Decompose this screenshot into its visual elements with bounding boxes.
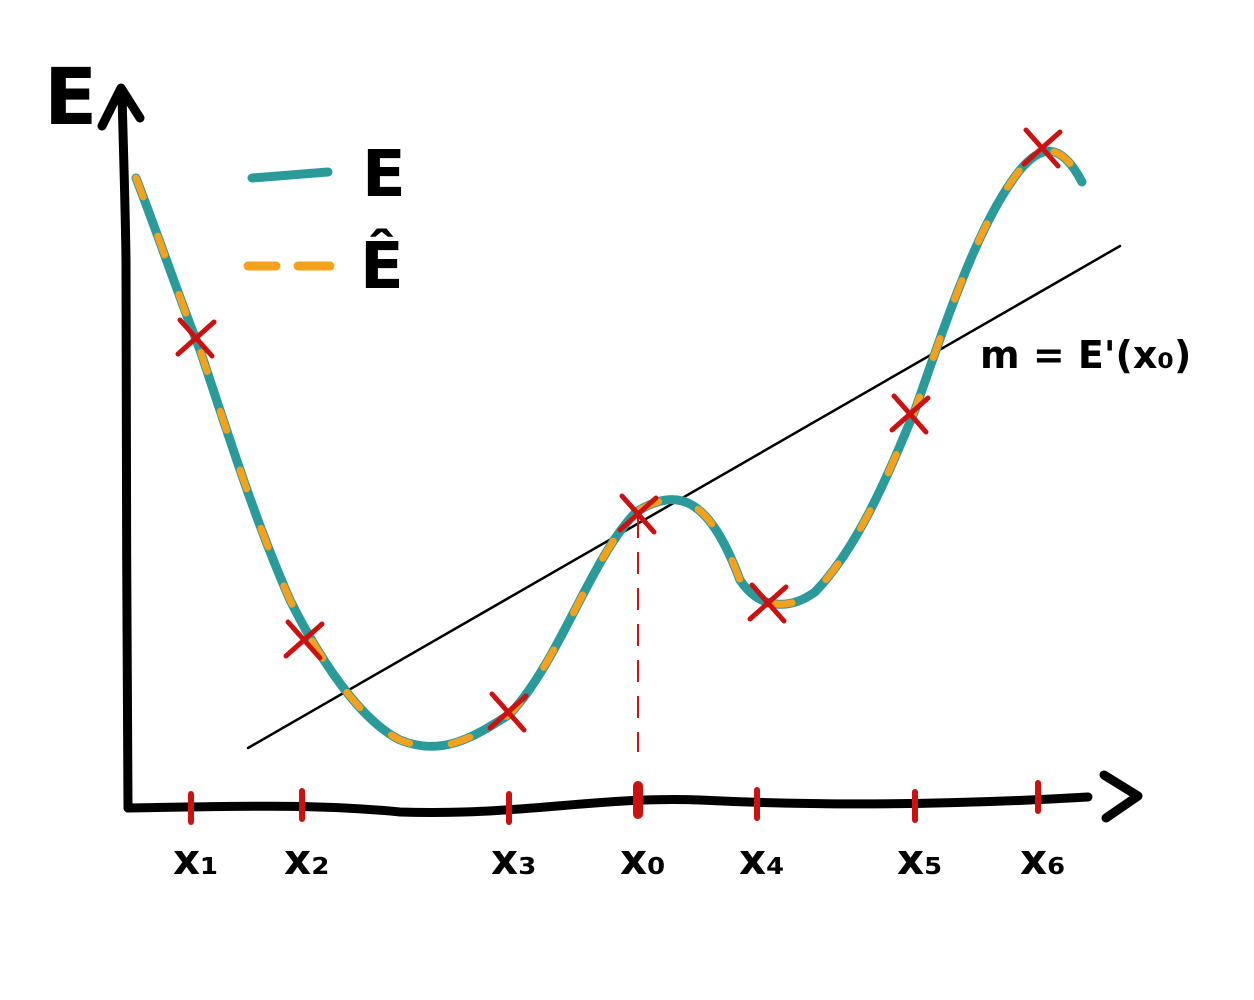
axes: E	[44, 53, 1138, 818]
y-axis	[122, 92, 128, 808]
curve-e	[136, 151, 1082, 746]
x-axis	[128, 797, 1088, 813]
tick-label-x: x₅	[897, 835, 943, 884]
legend-swatch-e	[252, 172, 328, 178]
tick-label-x: x₃	[491, 835, 537, 884]
tick-label-x: x₄	[739, 835, 785, 884]
legend-label-e: E	[362, 138, 406, 212]
tick-label-x: x₁	[173, 835, 219, 884]
sample-marker-x	[490, 694, 526, 730]
tangent-label: m = E'(x₀)	[980, 333, 1191, 377]
legend-label-e-hat: Ê	[360, 228, 404, 304]
y-axis-label: E	[44, 53, 97, 143]
x-axis-tick-labels: x₁ x₂ x₃ x₀ x₄ x₅ x₆	[173, 835, 1066, 884]
x-axis-arrowhead	[1104, 775, 1138, 818]
tick-label-x: x₀	[620, 835, 666, 884]
tick-label-x: x₆	[1020, 835, 1066, 884]
curve-e-hat	[136, 151, 1082, 746]
tick-label-x: x₂	[284, 835, 330, 884]
legend: E Ê	[248, 138, 406, 304]
